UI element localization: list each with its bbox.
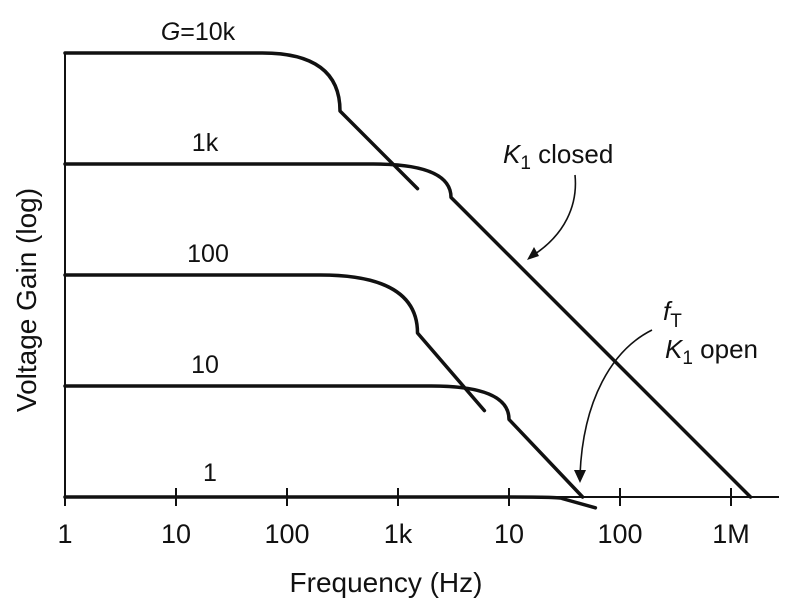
ft-arrowhead — [574, 470, 586, 483]
k1-open-symbol: K — [665, 334, 684, 364]
gain-curve-G=10k — [63, 51, 420, 191]
series-labels: G=10k 1k 100 10 1 — [161, 18, 236, 487]
gain-curve-100 — [63, 273, 487, 413]
k1-closed-symbol: K — [503, 139, 522, 169]
k1-closed-arrowhead — [527, 247, 539, 260]
gain-curve-1k — [63, 162, 753, 499]
x-tick-label: 1k — [384, 519, 413, 549]
x-tick-label: 100 — [597, 519, 642, 549]
x-tick-labels: 1 10 100 1k 10 100 1M — [57, 519, 749, 549]
x-tick-label: 1 — [57, 519, 72, 549]
ft-arrow — [579, 329, 653, 476]
series-label: 10 — [191, 351, 219, 379]
series-label: 1 — [203, 459, 217, 487]
ft-symbol: f — [663, 296, 673, 326]
annotation-k1-closed: K1 closed — [503, 139, 613, 260]
x-tick-label: 1M — [712, 519, 750, 549]
y-axis-title: Voltage Gain (log) — [11, 188, 42, 412]
x-tick-label: 100 — [264, 519, 309, 549]
svg-text:fT: fT — [663, 296, 682, 332]
x-axis-title: Frequency (Hz) — [290, 567, 483, 598]
k1-closed-subscript: 1 — [520, 153, 531, 174]
k1-closed-arrow — [531, 174, 577, 257]
series-label: G=10k — [161, 18, 236, 46]
x-tick-label: 10 — [494, 519, 524, 549]
series-label: 1k — [192, 129, 219, 157]
k1-open-subscript: 1 — [682, 348, 693, 369]
svg-text:K1 open: K1 open — [665, 334, 758, 369]
gain-curve-1 — [63, 495, 598, 510]
annotation-ft-k1-open: fT K1 open — [574, 296, 758, 483]
gain-curve-10 — [63, 384, 585, 499]
gain-curves — [63, 51, 753, 510]
y-ticks — [65, 52, 73, 387]
k1-open-text: open — [693, 334, 758, 364]
ft-subscript: T — [670, 311, 682, 332]
x-tick-label: 10 — [161, 519, 191, 549]
k1-closed-text: closed — [531, 139, 613, 169]
series-label: 100 — [187, 240, 229, 268]
svg-text:K1 closed: K1 closed — [503, 139, 613, 174]
